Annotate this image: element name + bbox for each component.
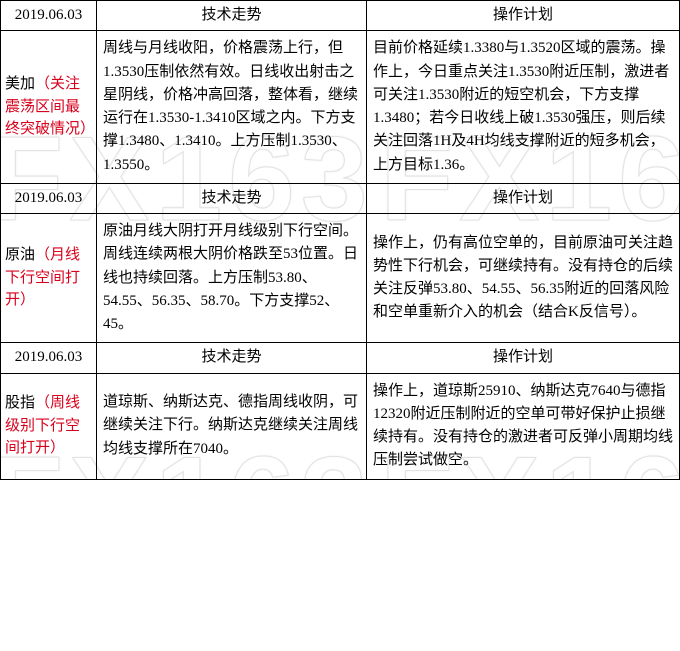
analysis-table: 2019.06.03技术走势操作计划美加（关注震荡区间最终突破情况）周线与月线收… [0,0,680,480]
instrument-name: 美加 [5,76,35,92]
section-header-row: 2019.06.03技术走势操作计划 [1,343,680,373]
plan-cell: 目前价格延续1.3380与1.3520区域的震荡。操作上，今日重点关注1.353… [367,31,680,184]
trend-header: 技术走势 [97,1,367,31]
instrument-label-cell: 原油（月线下行空间打开） [1,214,97,343]
plan-header: 操作计划 [367,343,680,373]
trend-header: 技术走势 [97,183,367,213]
instrument-label-cell: 美加（关注震荡区间最终突破情况） [1,31,97,184]
section-body-row: 股指（周线级别下行空间打开）道琼斯、纳斯达克、德指周线收阴，可继续关注下行。纳斯… [1,373,680,479]
plan-cell: 操作上，道琼斯25910、纳斯达克7640与德指12320附近压制附近的空单可带… [367,373,680,479]
date-cell: 2019.06.03 [1,343,97,373]
instrument-label-cell: 股指（周线级别下行空间打开） [1,373,97,479]
section-header-row: 2019.06.03技术走势操作计划 [1,183,680,213]
section-header-row: 2019.06.03技术走势操作计划 [1,1,680,31]
instrument-name: 股指 [5,395,35,411]
trend-cell: 道琼斯、纳斯达克、德指周线收阴，可继续关注下行。纳斯达克继续关注周线均线支撑所在… [97,373,367,479]
date-cell: 2019.06.03 [1,1,97,31]
trend-cell: 原油月线大阴打开月线级别下行空间。周线连续两根大阴价格跌至53位置。日线也持续回… [97,214,367,343]
section-body-row: 美加（关注震荡区间最终突破情况）周线与月线收阳，价格震荡上行，但1.3530压制… [1,31,680,184]
date-cell: 2019.06.03 [1,183,97,213]
instrument-name: 原油 [5,247,35,263]
trend-cell: 周线与月线收阳，价格震荡上行，但1.3530压制依然有效。日线收出射击之星阴线，… [97,31,367,184]
plan-header: 操作计划 [367,1,680,31]
plan-header: 操作计划 [367,183,680,213]
section-body-row: 原油（月线下行空间打开）原油月线大阴打开月线级别下行空间。周线连续两根大阴价格跌… [1,214,680,343]
trend-header: 技术走势 [97,343,367,373]
plan-cell: 操作上，仍有高位空单的，目前原油可关注趋势性下行机会，可继续持有。没有持仓的后续… [367,214,680,343]
